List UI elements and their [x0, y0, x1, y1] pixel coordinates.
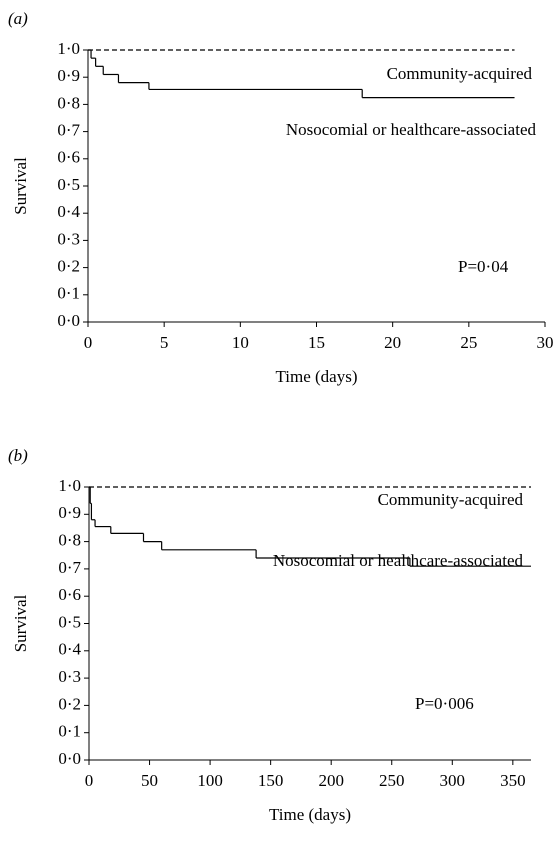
y-tick-label: 0·4	[58, 640, 81, 659]
x-axis-label: Time (days)	[275, 367, 357, 386]
x-tick-label: 0	[85, 771, 94, 790]
y-tick-label: 1·0	[58, 476, 81, 495]
y-tick-label: 1·0	[57, 39, 80, 58]
x-tick-label: 0	[84, 333, 93, 352]
x-tick-label: 10	[232, 333, 249, 352]
series-label: Community-acquired	[378, 490, 524, 509]
x-tick-label: 25	[460, 333, 477, 352]
series-label: Nosocomial or healthcare-associated	[286, 120, 537, 139]
y-tick-label: 0·8	[58, 531, 81, 550]
x-tick-label: 300	[440, 771, 466, 790]
panel-label: (a)	[8, 9, 28, 28]
y-tick-label: 0·4	[57, 202, 80, 221]
x-tick-label: 5	[160, 333, 169, 352]
series-label: Nosocomial or healthcare-associated	[273, 551, 524, 570]
y-tick-label: 0·1	[57, 284, 80, 303]
panel-label: (b)	[8, 446, 28, 465]
x-tick-label: 350	[500, 771, 526, 790]
x-axis-label: Time (days)	[269, 805, 351, 824]
y-tick-label: 0·6	[57, 148, 80, 167]
x-tick-label: 50	[141, 771, 158, 790]
y-axis-label: Survival	[11, 594, 30, 652]
p-value: P=0·04	[458, 257, 509, 276]
x-tick-label: 15	[308, 333, 325, 352]
x-tick-label: 20	[384, 333, 401, 352]
y-tick-label: 0·2	[57, 257, 80, 276]
y-tick-label: 0·9	[58, 503, 81, 522]
x-tick-label: 200	[318, 771, 344, 790]
x-tick-label: 250	[379, 771, 405, 790]
y-axis-label: Survival	[11, 157, 30, 215]
y-tick-label: 0·0	[57, 311, 80, 330]
y-tick-label: 0·7	[58, 558, 81, 577]
p-value: P=0·006	[415, 694, 474, 713]
x-tick-label: 30	[537, 333, 554, 352]
y-tick-label: 0·1	[58, 722, 81, 741]
series-label: Community-acquired	[387, 64, 533, 83]
y-tick-label: 0·6	[58, 585, 81, 604]
y-tick-label: 0·5	[58, 612, 81, 631]
x-tick-label: 150	[258, 771, 284, 790]
y-tick-label: 0·3	[57, 229, 80, 248]
y-tick-label: 0·8	[57, 93, 80, 112]
y-tick-label: 0·3	[58, 667, 81, 686]
y-tick-label: 0·0	[58, 749, 81, 768]
y-tick-label: 0·5	[57, 175, 80, 194]
x-tick-label: 100	[197, 771, 223, 790]
y-tick-label: 0·2	[58, 694, 81, 713]
y-tick-label: 0·7	[57, 121, 80, 140]
y-tick-label: 0·9	[57, 66, 80, 85]
